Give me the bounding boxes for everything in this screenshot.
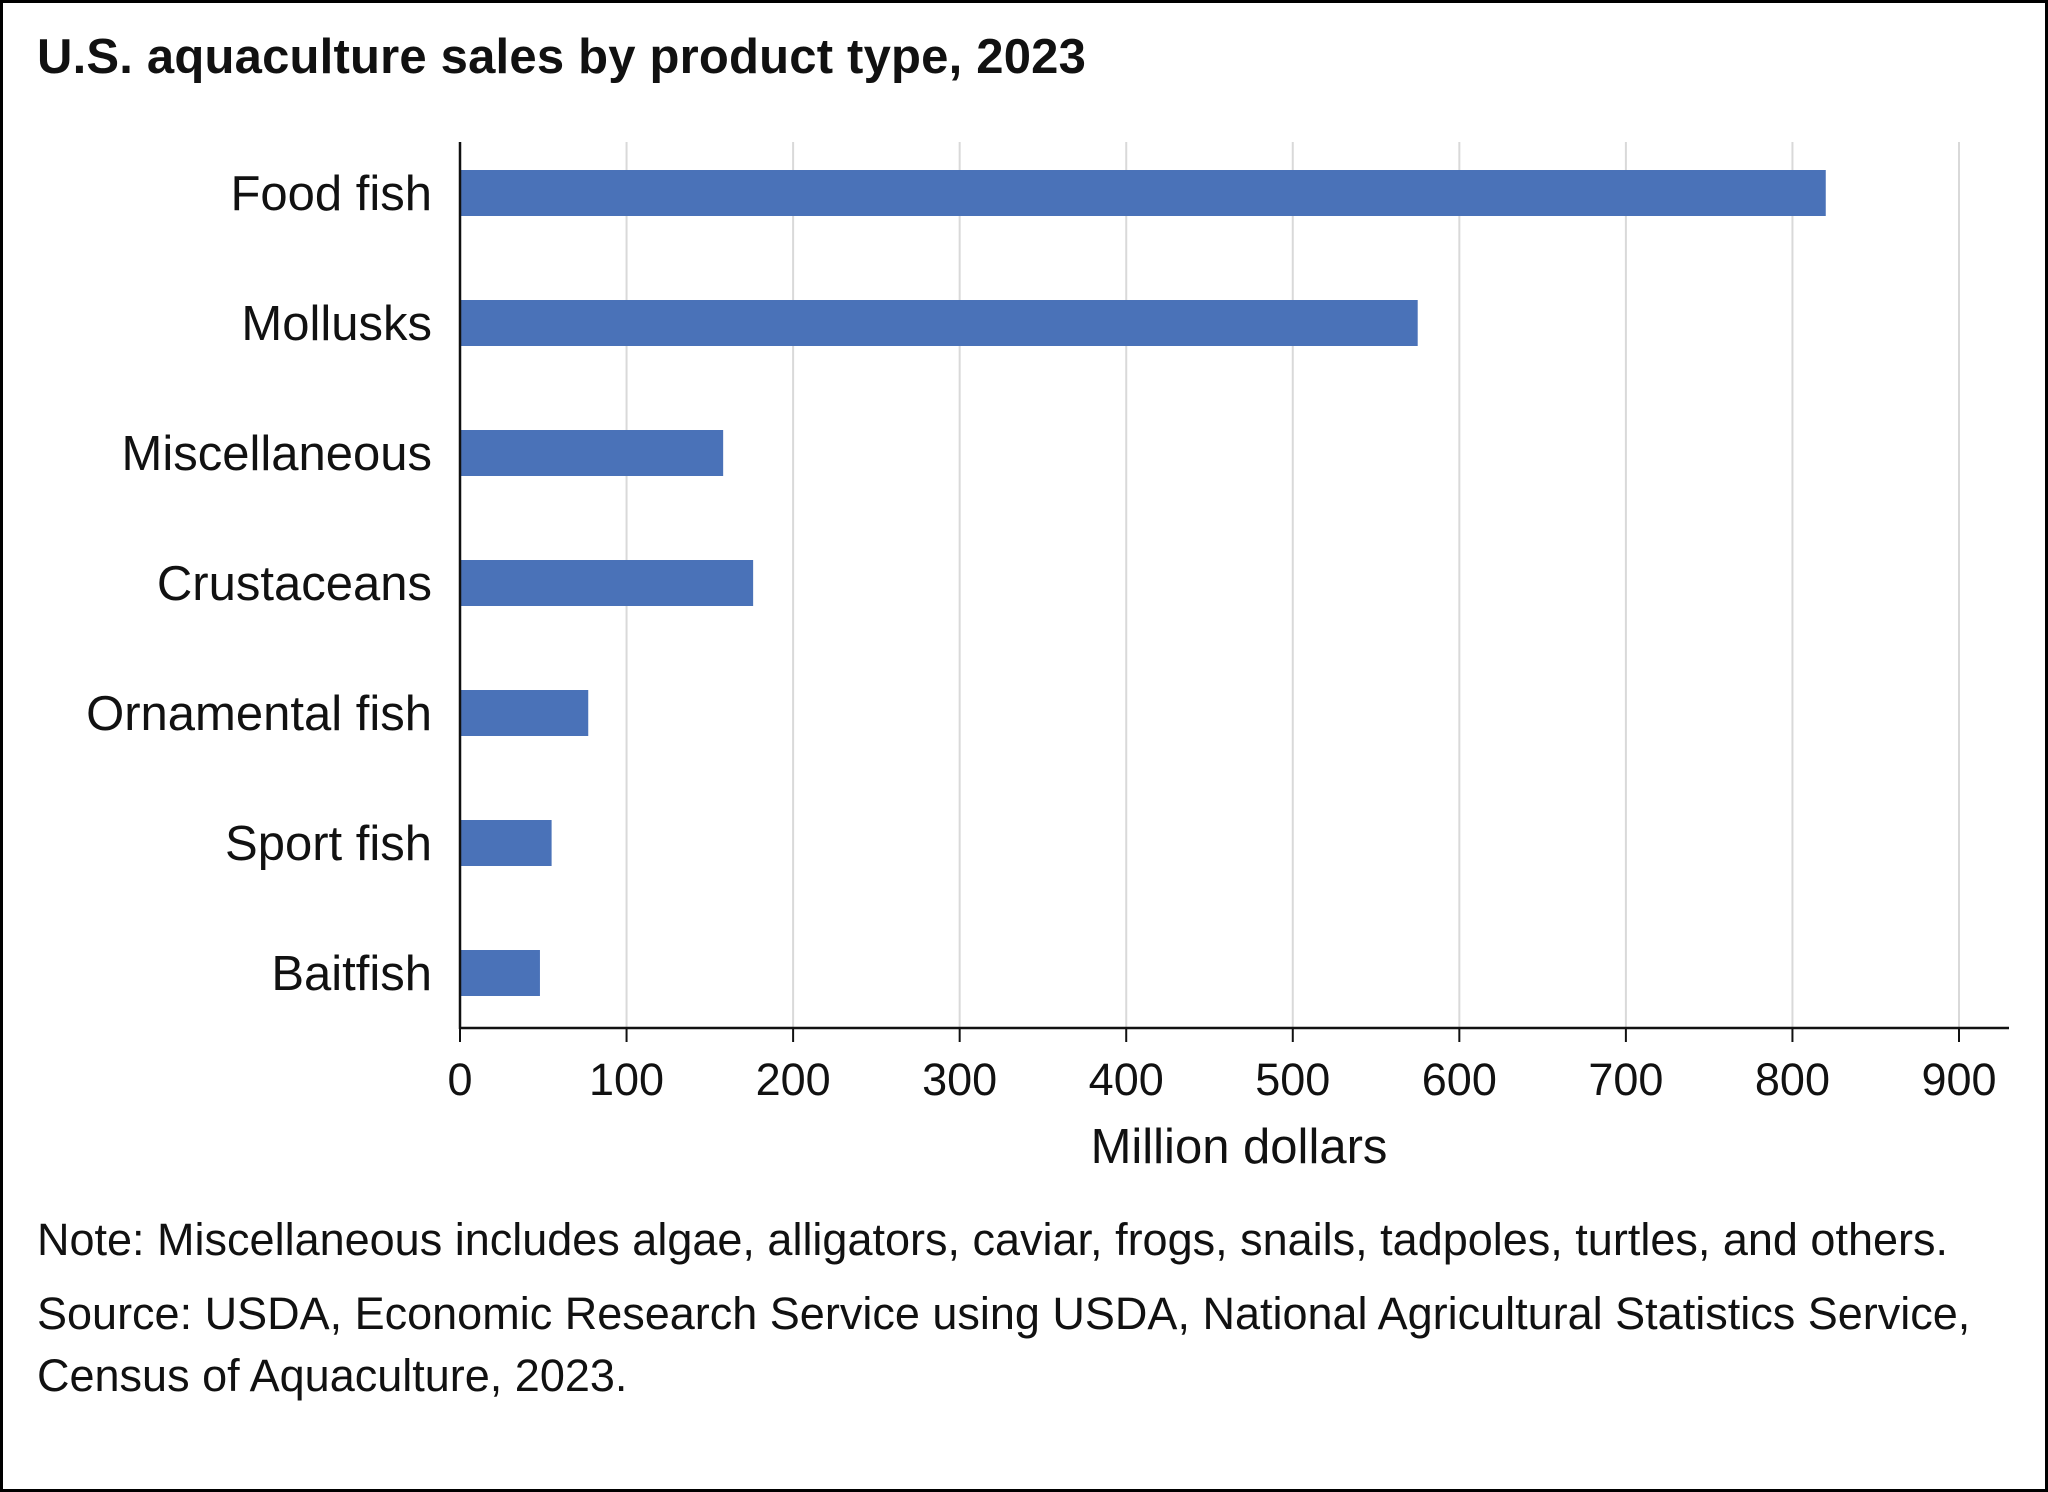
x-tick-label-700: 700: [1588, 1054, 1663, 1105]
x-tick-label-800: 800: [1755, 1054, 1830, 1105]
x-tick-label-900: 900: [1921, 1054, 1996, 1105]
x-tick-label-400: 400: [1089, 1054, 1164, 1105]
bar-sport-fish: [460, 820, 552, 866]
chart-title: U.S. aquaculture sales by product type, …: [37, 30, 1087, 84]
x-axis-title: Million dollars: [1091, 1120, 1388, 1174]
gridlines: [625, 142, 1960, 1028]
bar-baitfish: [460, 950, 540, 996]
bar-ornamental-fish: [460, 690, 589, 736]
labels: 0 100 200 300 400 500 600 700 800 900 Food fish Mol…: [86, 167, 1996, 1105]
category-label-sport-fish: Sport fish: [225, 817, 432, 871]
category-label-ornamental-fish: Ornamental fish: [86, 687, 432, 741]
category-label-crustaceans: Crustaceans: [157, 557, 432, 611]
category-label-baitfish: Baitfish: [271, 947, 432, 1001]
x-tick-label-0: 0: [447, 1054, 472, 1105]
x-tick-label-300: 300: [922, 1054, 997, 1105]
x-tick-label-200: 200: [756, 1054, 831, 1105]
x-tick-label-600: 600: [1422, 1054, 1497, 1105]
axes: [458, 142, 2009, 1042]
bar-crustaceans: [460, 560, 754, 606]
notes: Note: Miscellaneous includes algae, alli…: [37, 1209, 2017, 1407]
category-label-food-fish: Food fish: [230, 167, 432, 221]
source-text: Source: USDA, Economic Research Service …: [37, 1288, 1971, 1401]
bar-miscellaneous: [460, 430, 724, 476]
category-label-mollusks: Mollusks: [241, 297, 432, 351]
bar-mollusks: [460, 300, 1418, 346]
category-label-miscellaneous: Miscellaneous: [122, 427, 433, 481]
x-tick-label-500: 500: [1255, 1054, 1330, 1105]
bar-food-fish: [460, 170, 1826, 216]
bar-chart: 0 100 200 300 400 500 600 700 800 900 Food fish Mol…: [86, 142, 2009, 1174]
note-text: Note: Miscellaneous includes algae, alli…: [37, 1214, 1949, 1265]
x-tick-label-100: 100: [589, 1054, 664, 1105]
bars: [460, 170, 1826, 996]
